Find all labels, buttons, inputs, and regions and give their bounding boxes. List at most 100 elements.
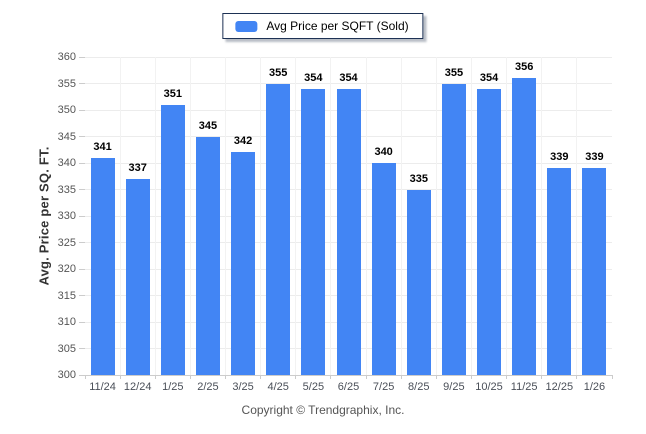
y-tick-label: 315 bbox=[57, 289, 76, 302]
vertical-gridline bbox=[295, 57, 297, 375]
bar-value-label: 355 bbox=[269, 66, 288, 79]
y-axis-tick bbox=[79, 83, 85, 84]
vertical-gridline bbox=[260, 57, 262, 375]
vertical-gridline bbox=[119, 57, 121, 375]
x-tick-label: 2/25 bbox=[197, 381, 219, 393]
y-tick-label: 305 bbox=[57, 342, 76, 355]
y-axis-tick bbox=[79, 374, 85, 376]
bar-value-label: 354 bbox=[479, 71, 499, 84]
bar-value-label: 351 bbox=[163, 87, 183, 100]
bar bbox=[301, 88, 326, 375]
x-axis-tick bbox=[225, 375, 227, 379]
vertical-gridline bbox=[576, 57, 578, 375]
y-tick-label: 330 bbox=[57, 210, 76, 222]
bar-value-label: 356 bbox=[514, 61, 534, 74]
x-axis-tick bbox=[295, 375, 297, 379]
x-axis-tick bbox=[506, 375, 508, 379]
y-tick-label: 320 bbox=[57, 263, 76, 275]
bar bbox=[477, 88, 502, 375]
bar bbox=[336, 88, 361, 375]
bar bbox=[266, 83, 291, 375]
x-tick-label: 1/25 bbox=[162, 381, 184, 393]
y-tick-label: 325 bbox=[57, 236, 76, 249]
y-tick-label: 350 bbox=[57, 104, 76, 116]
vertical-gridline bbox=[400, 57, 402, 375]
x-axis-tick bbox=[435, 375, 437, 379]
plot-area: 341 337 351 345 342 355 354 354 340 335 355 354 356 3… bbox=[79, 56, 613, 379]
bar bbox=[547, 168, 572, 375]
y-axis-tick bbox=[79, 109, 85, 111]
bar bbox=[371, 163, 396, 375]
x-axis-tick bbox=[119, 375, 121, 379]
legend-swatch-icon bbox=[235, 20, 258, 32]
legend: Avg Price per SQFT (Sold) bbox=[222, 13, 424, 39]
x-tick-label: 12/24 bbox=[123, 381, 152, 393]
y-axis-tick bbox=[79, 136, 85, 137]
vertical-gridline bbox=[189, 57, 191, 375]
y-axis-tick bbox=[79, 189, 85, 190]
y-tick-label: 340 bbox=[57, 157, 76, 169]
bar bbox=[406, 189, 431, 375]
x-tick-label: 6/25 bbox=[337, 381, 360, 393]
bar bbox=[512, 78, 537, 375]
y-axis-tick bbox=[79, 56, 85, 58]
y-axis-tick bbox=[79, 162, 85, 164]
x-axis-tick bbox=[365, 375, 367, 379]
x-axis-tick bbox=[189, 375, 191, 379]
bar bbox=[441, 83, 466, 375]
vertical-gridline bbox=[154, 57, 156, 375]
vertical-gridline bbox=[365, 57, 367, 375]
horizontal-gridline bbox=[85, 83, 612, 84]
x-axis-tick bbox=[576, 375, 578, 379]
bar-value-label: 342 bbox=[233, 135, 253, 148]
bar-value-label: 354 bbox=[339, 71, 358, 84]
x-tick-label: 8/25 bbox=[408, 381, 430, 393]
bar bbox=[582, 168, 607, 375]
bar-value-label: 335 bbox=[409, 172, 428, 185]
y-axis-tick bbox=[79, 321, 85, 323]
x-axis-tick bbox=[541, 375, 543, 379]
bar bbox=[231, 152, 256, 375]
bar-value-label: 345 bbox=[198, 119, 218, 132]
y-axis-title: Avg. Price per SQ. FT. bbox=[36, 146, 52, 286]
x-axis-tick bbox=[154, 375, 156, 379]
x-tick-label: 7/25 bbox=[372, 381, 395, 393]
bar-value-label: 339 bbox=[550, 151, 569, 164]
x-tick-label: 4/25 bbox=[267, 381, 289, 393]
x-tick-label: 5/25 bbox=[302, 381, 325, 393]
x-tick-label: 9/25 bbox=[443, 381, 465, 393]
copyright-text: Copyright © Trendgraphix, Inc. bbox=[241, 403, 405, 417]
y-tick-label: 310 bbox=[57, 316, 76, 328]
y-axis-tick bbox=[79, 242, 85, 243]
x-axis-tick bbox=[84, 375, 86, 379]
x-tick-label: 12/25 bbox=[545, 381, 574, 393]
bar-value-label: 341 bbox=[93, 140, 112, 153]
vertical-gridline bbox=[506, 57, 508, 375]
bar-value-label: 355 bbox=[444, 66, 464, 79]
bar bbox=[160, 104, 185, 375]
bar-value-label: 337 bbox=[128, 161, 147, 174]
x-tick-label: 10/25 bbox=[475, 381, 503, 393]
vertical-gridline bbox=[330, 57, 332, 375]
bar-value-label: 340 bbox=[374, 146, 393, 158]
y-tick-label: 355 bbox=[57, 77, 76, 90]
bar bbox=[125, 178, 150, 375]
x-tick-label: 3/25 bbox=[232, 381, 254, 393]
y-axis-tick bbox=[79, 215, 85, 217]
x-axis-tick bbox=[330, 375, 332, 379]
vertical-gridline bbox=[541, 57, 543, 375]
y-tick-label: 345 bbox=[57, 130, 76, 143]
y-axis-tick bbox=[79, 348, 85, 349]
bar-value-label: 354 bbox=[304, 71, 323, 84]
y-axis-tick bbox=[79, 268, 85, 270]
vertical-gridline bbox=[225, 57, 227, 375]
vertical-gridline bbox=[435, 57, 437, 375]
x-axis-tick bbox=[260, 375, 262, 379]
x-tick-label: 1/26 bbox=[583, 381, 606, 393]
y-tick-label: 335 bbox=[57, 183, 76, 196]
bar bbox=[90, 157, 115, 375]
x-tick-label: 11/25 bbox=[510, 381, 538, 393]
y-axis-tick bbox=[79, 295, 85, 296]
x-axis-tick bbox=[400, 375, 402, 379]
